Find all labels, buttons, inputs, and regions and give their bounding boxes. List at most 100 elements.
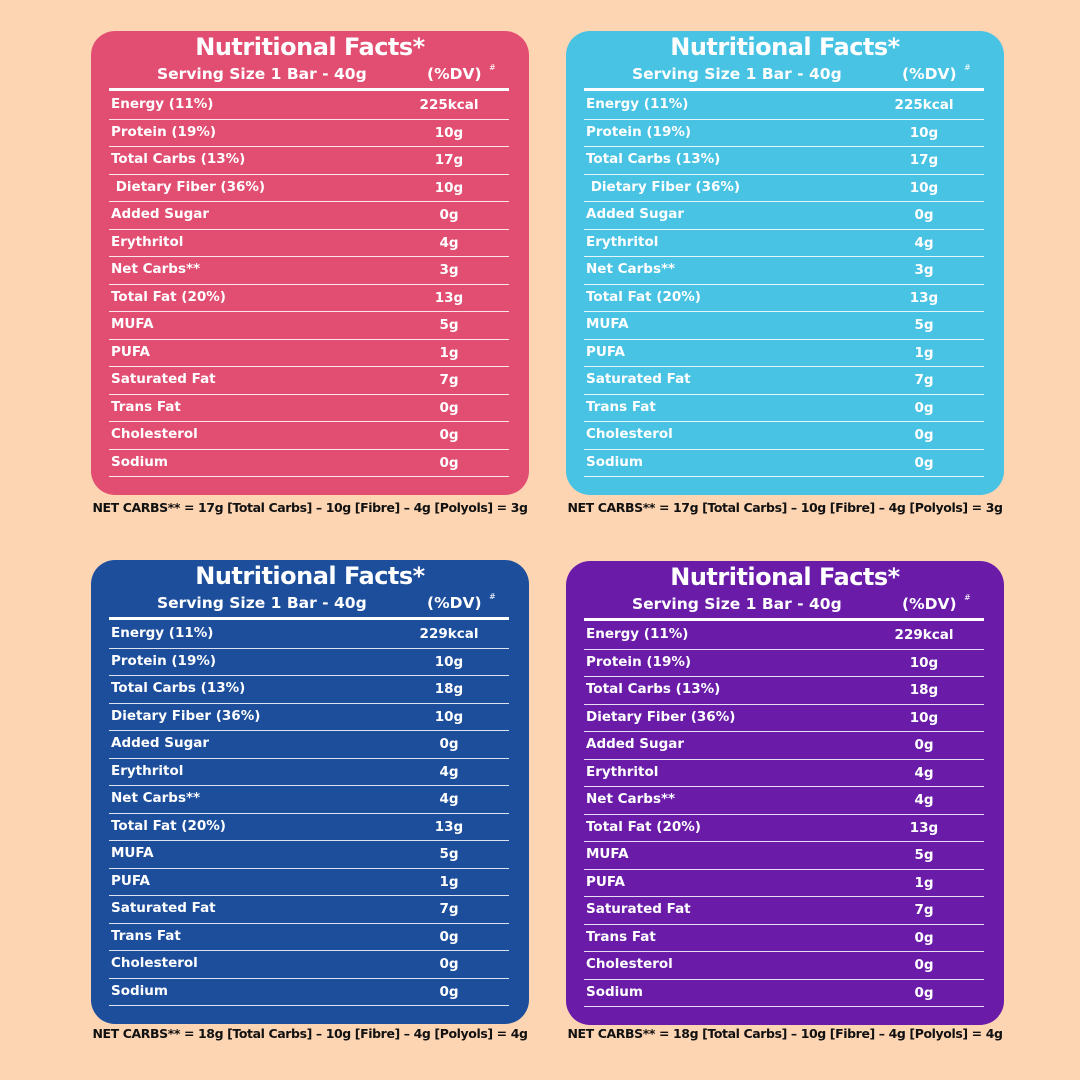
nutrition-panel: Nutritional Facts* Serving Size 1 Bar - … [566,31,1004,495]
nutrient-row: Saturated Fat 7g [584,367,984,395]
nutrient-row: Cholesterol 0g [109,422,509,450]
header-divider [109,617,509,620]
nutrient-value: 5g [439,317,459,333]
nutrient-value: 4g [439,763,459,780]
nutrient-value: 0g [439,427,459,443]
nutrient-table: Energy (11%) 229kcal Protein (19%) 10g Total… [109,621,509,1006]
nutrient-row: PUFA 1g [584,340,984,367]
nutrient-row: Saturated Fat 7g [584,897,984,925]
nutrient-label: PUFA [586,873,625,890]
nutrient-row: Energy (11%) 229kcal [109,621,509,649]
nutrient-row: Added Sugar 0g [109,202,509,230]
nutrient-label: Net Carbs** [586,791,676,807]
nutrient-row: MUFA 5g [584,842,984,870]
nutrient-label: Saturated Fat [586,371,691,387]
nutrient-label: Total Carbs (13%) [586,151,721,167]
nutrient-row: Total Carbs (13%) 18g [584,677,984,705]
nutrient-label: Protein (19%) [586,123,692,140]
nutrient-row: Dietary Fiber (36%) 10g [584,705,984,732]
nutrient-row: Protein (19%) 10g [584,650,984,677]
nutrient-row: Added Sugar 0g [109,731,509,759]
nutrient-label: Total Carbs (13%) [111,680,246,696]
nutrient-row: Dietary Fiber (36%) 10g [109,704,509,731]
nutrient-row: Total Carbs (13%) 17g [109,147,509,175]
nutrient-label: PUFA [586,343,625,360]
nutrient-row: Total Fat (20%) 13g [584,815,984,842]
serving-size: Serving Size 1 Bar - 40g [157,594,367,612]
nutrient-row: PUFA 1g [584,870,984,897]
nutrient-table: Energy (11%) 229kcal Protein (19%) 10g Total… [584,622,984,1007]
nutrient-value: 18g [909,682,939,698]
nutrient-label: Dietary Fiber (36%) [586,708,736,725]
nutrient-value: 0g [439,736,459,752]
nutrient-row: Dietary Fiber (36%) 10g [109,175,509,202]
nutrient-label: Erythritol [111,233,184,250]
header-divider [584,618,984,621]
nutrient-row: Energy (11%) 225kcal [584,92,984,120]
nutrient-row: Saturated Fat 7g [109,896,509,924]
nutrient-value: 0g [914,454,934,471]
nutrient-value: 1g [439,344,459,361]
nutrient-label: Sodium [586,983,643,1000]
nutrient-row: Total Carbs (13%) 18g [109,676,509,704]
nutrient-value: 17g [434,152,464,168]
nutrient-label: Saturated Fat [111,900,216,916]
nutrient-row: MUFA 5g [584,312,984,340]
nutrient-value: 4g [914,764,934,781]
nutrient-value: 4g [439,791,459,807]
nutrient-row: PUFA 1g [109,869,509,896]
nutrient-row: Total Carbs (13%) 17g [584,147,984,175]
nutrient-value: 10g [434,179,464,196]
nutrient-value: 1g [439,873,459,890]
nutrient-value: 13g [434,818,464,835]
nutrient-value: 7g [439,372,459,388]
nutrient-row: Sodium 0g [584,980,984,1007]
nutrient-row: Energy (11%) 225kcal [109,92,509,120]
nutrient-value: 0g [439,928,459,945]
nutrient-label: MUFA [586,846,629,862]
panel-title: Nutritional Facts* [195,33,425,61]
nutrient-label: Net Carbs** [111,261,201,277]
nutrient-label: Protein (19%) [111,652,217,669]
nutrient-value: 0g [914,207,934,223]
nutrient-value: 10g [434,124,464,141]
nutrient-row: Erythritol 4g [584,230,984,257]
nutrient-value: 7g [914,902,934,918]
nutrient-row: MUFA 5g [109,841,509,869]
nutrient-value: 4g [914,792,934,808]
nutrient-value: 1g [914,874,934,891]
nutrient-label: Erythritol [111,762,184,779]
dv-header: (%DV) [427,594,482,612]
nutrient-value: 229kcal [894,627,954,643]
panel-title: Nutritional Facts* [195,562,425,590]
nutrient-label: Saturated Fat [111,371,216,387]
nutrient-label: Added Sugar [586,736,685,752]
nutrient-value: 3g [439,262,459,278]
nutrient-label: Energy (11%) [111,96,214,112]
nutrient-label: Total Fat (20%) [586,288,701,305]
nutrient-row: Sodium 0g [584,450,984,477]
nutrient-value: 13g [434,289,464,306]
nutrient-row: Saturated Fat 7g [109,367,509,395]
nutrition-panel: Nutritional Facts* Serving Size 1 Bar - … [91,31,529,495]
nutrient-label: Net Carbs** [586,261,676,277]
nutrient-value: 0g [439,454,459,471]
nutrient-row: Added Sugar 0g [584,202,984,230]
net-carbs-note: NET CARBS** = 18g [Total Carbs] – 10g [F… [567,1026,1003,1041]
net-carbs-note: NET CARBS** = 18g [Total Carbs] – 10g [F… [92,1026,528,1041]
nutrient-value: 0g [914,427,934,443]
nutrient-label: Erythritol [586,763,659,780]
nutrient-label: Protein (19%) [586,653,692,670]
nutrient-value: 13g [909,819,939,836]
nutrient-value: 5g [914,847,934,863]
nutrient-row: Cholesterol 0g [584,422,984,450]
nutrient-label: Trans Fat [586,398,656,415]
nutrient-value: 0g [439,956,459,972]
serving-size: Serving Size 1 Bar - 40g [157,65,367,83]
nutrient-value: 10g [909,124,939,141]
dv-header: (%DV) [427,65,482,83]
nutrient-value: 7g [914,372,934,388]
nutrient-value: 3g [914,262,934,278]
hash-mark: # [489,592,496,601]
